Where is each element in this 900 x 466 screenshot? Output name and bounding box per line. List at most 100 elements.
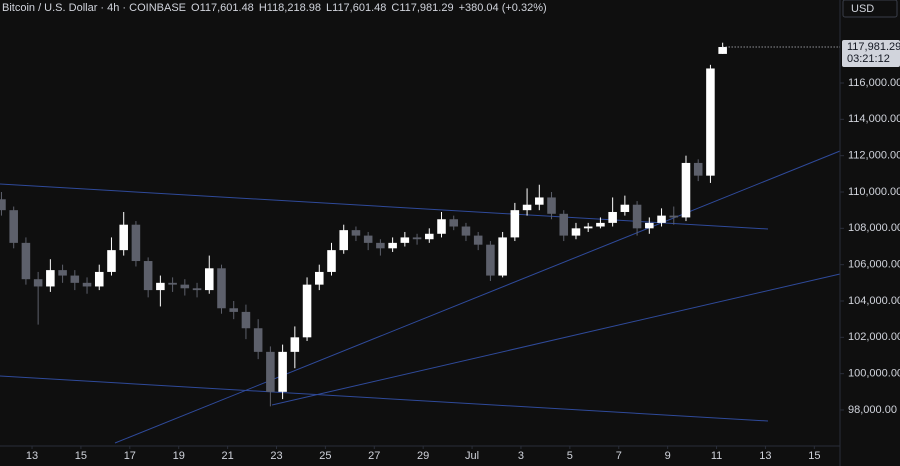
candle-body — [437, 219, 446, 234]
candle-body — [302, 284, 312, 338]
candle-body — [204, 268, 214, 291]
x-tick-label: 19 — [173, 450, 185, 462]
x-tick-label: 17 — [124, 450, 136, 462]
change: +380.04 (+0.32%) — [459, 2, 547, 14]
currency[interactable]: USD — [851, 3, 874, 15]
candle-body — [461, 226, 471, 236]
candle-body — [681, 162, 691, 218]
candle-body — [620, 204, 630, 212]
trend-line — [0, 375, 769, 422]
ohlc-letter: O — [191, 2, 200, 14]
candle-body — [718, 47, 727, 54]
y-tick-label: 102,000.00 — [848, 331, 900, 343]
x-tick-label: Jul — [465, 450, 479, 462]
ohlc-value: 117,981.29 — [399, 2, 453, 14]
y-tick-label: 114,000.00 — [848, 113, 900, 125]
candle-body — [253, 328, 263, 352]
candle-body — [143, 261, 153, 291]
x-tick-label: 27 — [368, 450, 380, 462]
candle-body — [498, 237, 507, 276]
candle-body — [156, 282, 165, 291]
trend-line — [271, 273, 841, 406]
candle-body — [363, 235, 373, 243]
x-tick-label: 29 — [417, 450, 429, 462]
candle-body — [510, 210, 520, 238]
x-tick-label: 9 — [665, 450, 671, 462]
candle-body — [94, 271, 104, 287]
header: Bitcoin / U.S. Dollar · 4h · COINBASE O11… — [2, 2, 547, 14]
candle-body — [522, 204, 532, 211]
candle-body — [547, 197, 556, 214]
last-price-label: 117,981.29 — [847, 41, 900, 53]
candle-body — [657, 215, 666, 223]
candle-body — [119, 224, 128, 251]
x-tick-label: 21 — [221, 450, 233, 462]
y-tick-label: 100,000.00 — [848, 368, 900, 380]
candle-body — [278, 351, 287, 392]
ohlc-letter: H — [259, 2, 267, 14]
candle-body — [131, 224, 141, 262]
candle-body — [669, 215, 679, 218]
candle-body — [9, 210, 18, 243]
candle-body — [449, 219, 459, 227]
ohlc-letter: L — [326, 2, 332, 14]
ohlc-value: 117,601.48 — [332, 2, 386, 14]
x-tick-label: 25 — [319, 450, 331, 462]
ohlc-value: 117,601.48 — [200, 2, 254, 14]
candle-body — [486, 244, 495, 276]
candle-body — [706, 68, 715, 176]
candle-body — [229, 308, 238, 312]
candle-body — [376, 242, 385, 249]
candle-body — [571, 228, 581, 236]
candle-body — [327, 250, 336, 272]
trend-line — [114, 150, 841, 444]
candle-body — [290, 337, 300, 352]
candle-body — [70, 275, 80, 283]
candle-body — [693, 162, 703, 176]
candle-body — [168, 282, 177, 285]
symbol: Bitcoin / U.S. Dollar · 4h · COINBASE — [2, 2, 186, 14]
candle-body — [33, 279, 43, 287]
x-tick-label: 11 — [711, 450, 722, 462]
candle-body — [180, 284, 190, 289]
candle-body — [82, 282, 92, 287]
candle-body — [339, 230, 349, 251]
y-tick-label: 98,000.00 — [848, 404, 897, 416]
candle-body — [412, 237, 422, 240]
y-tick-label: 108,000.00 — [848, 222, 900, 234]
candle-body — [473, 235, 483, 245]
candle-body — [596, 222, 605, 227]
x-tick-label: 7 — [616, 450, 622, 462]
candle-body — [107, 250, 116, 272]
countdown: 03:21:12 — [847, 53, 890, 65]
candle-body — [608, 211, 617, 223]
candle-body — [192, 288, 202, 291]
x-tick-label: 23 — [270, 450, 282, 462]
candle-body — [425, 233, 434, 240]
last-price-badge — [842, 40, 900, 68]
x-tick-label: 15 — [75, 450, 87, 462]
ohlc-letter: C — [391, 2, 399, 14]
x-tick-label: 15 — [808, 450, 820, 462]
candle-body — [58, 270, 67, 276]
candle-body — [46, 270, 55, 287]
candle-body — [0, 199, 6, 211]
candle-body — [388, 242, 397, 249]
x-tick-label: 13 — [26, 450, 38, 462]
candle-body — [315, 271, 324, 285]
y-tick-label: 112,000.00 — [848, 150, 900, 162]
y-tick-label: 116,000.00 — [848, 77, 900, 89]
x-tick-label: 13 — [759, 450, 771, 462]
candle-body — [632, 204, 642, 229]
candle-body — [266, 351, 275, 392]
ohlc-value: 118,218.98 — [267, 2, 321, 14]
candle-body — [241, 311, 251, 329]
candle-body — [21, 242, 31, 280]
currency-button[interactable] — [842, 0, 898, 18]
y-tick-label: 106,000.00 — [848, 259, 900, 271]
candle-body — [645, 222, 654, 229]
y-tick-label: 110,000.00 — [848, 186, 900, 198]
y-tick-label: 104,000.00 — [848, 295, 900, 307]
